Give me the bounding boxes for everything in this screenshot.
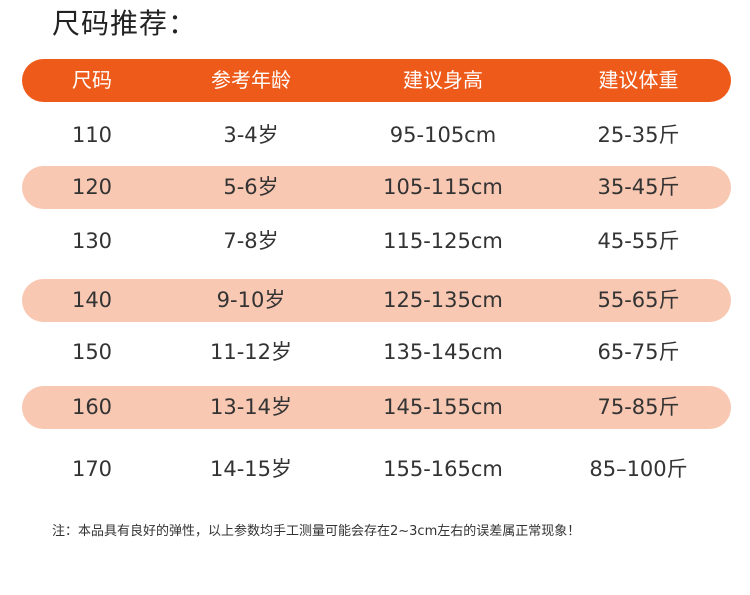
cell-age: 7-8岁 xyxy=(223,229,279,253)
cell-weight: 45-55斤 xyxy=(597,229,680,253)
table-row: 170 14-15岁 155-165cm 85–100斤 xyxy=(22,448,731,491)
page-title: 尺码推荐： xyxy=(52,7,198,40)
table-row: 130 7-8岁 115-125cm 45-55斤 xyxy=(22,220,731,263)
cell-weight: 85–100斤 xyxy=(589,457,688,481)
cell-size: 110 xyxy=(71,123,113,147)
cell-age: 3-4岁 xyxy=(223,123,279,147)
table-header: 尺码 参考年龄 建议身高 建议体重 xyxy=(22,59,731,102)
cell-height: 115-125cm xyxy=(383,229,503,253)
table-row: 150 11-12岁 135-145cm 65-75斤 xyxy=(22,331,731,374)
header-height: 建议身高 xyxy=(403,68,483,92)
table-row: 120 5-6岁 105-115cm 35-45斤 xyxy=(22,166,731,209)
cell-age: 5-6岁 xyxy=(223,175,279,199)
cell-age: 11-12岁 xyxy=(209,340,293,364)
table-row: 110 3-4岁 95-105cm 25-35斤 xyxy=(22,114,731,157)
cell-height: 105-115cm xyxy=(383,175,503,199)
cell-height: 135-145cm xyxy=(383,340,503,364)
cell-size: 130 xyxy=(71,229,113,253)
cell-size: 160 xyxy=(71,395,113,419)
cell-height: 155-165cm xyxy=(383,457,503,481)
cell-weight: 35-45斤 xyxy=(597,175,680,199)
cell-weight: 55-65斤 xyxy=(597,288,680,312)
table-row: 140 9-10岁 125-135cm 55-65斤 xyxy=(22,279,731,322)
cell-age: 14-15岁 xyxy=(209,457,293,481)
header-size: 尺码 xyxy=(72,68,112,92)
cell-size: 140 xyxy=(71,288,113,312)
cell-age: 13-14岁 xyxy=(209,395,293,419)
header-age: 参考年龄 xyxy=(211,68,291,92)
cell-size: 120 xyxy=(71,175,113,199)
cell-height: 125-135cm xyxy=(383,288,503,312)
header-weight: 建议体重 xyxy=(598,68,679,92)
cell-weight: 75-85斤 xyxy=(597,395,680,419)
cell-age: 9-10岁 xyxy=(216,288,286,312)
table-row: 160 13-14岁 145-155cm 75-85斤 xyxy=(22,386,731,429)
cell-size: 170 xyxy=(71,457,113,481)
cell-height: 145-155cm xyxy=(383,395,503,419)
cell-size: 150 xyxy=(71,340,113,364)
cell-height: 95-105cm xyxy=(389,123,497,147)
cell-weight: 25-35斤 xyxy=(597,123,680,147)
cell-weight: 65-75斤 xyxy=(597,340,680,364)
footnote: 注：本品具有良好的弹性，以上参数均手工测量可能会存在2~3cm左右的误差属正常现… xyxy=(52,524,581,539)
